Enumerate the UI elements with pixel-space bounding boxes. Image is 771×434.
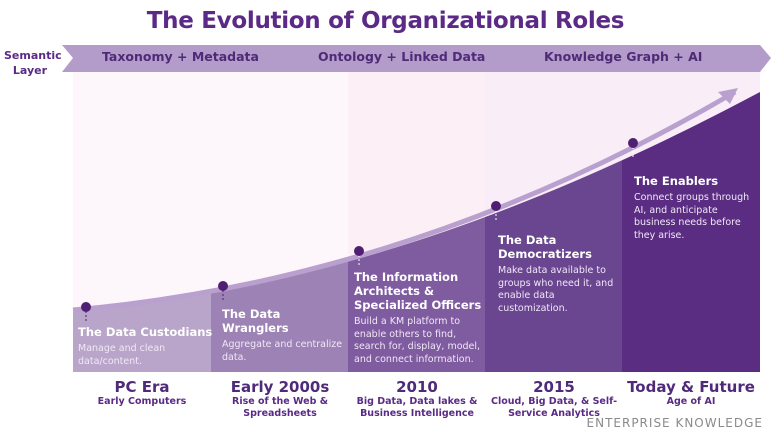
era-desc: Cloud, Big Data, & Self-Service Analytic… xyxy=(490,396,618,419)
era-pc: PC Era Early Computers xyxy=(73,378,211,408)
era-today: Today & Future Age of AI xyxy=(622,378,760,408)
era-desc: Early Computers xyxy=(97,396,187,407)
era-name: Early 2000s xyxy=(230,378,330,396)
milestone-dot xyxy=(354,246,364,256)
era-2010: 2010 Big Data, Data lakes & Business Inte… xyxy=(348,378,486,420)
milestone-dot xyxy=(491,201,501,211)
role-desc: Manage and clean data/content. xyxy=(78,343,166,367)
role-data-democratizers: The Data Democratizers Make data availabl… xyxy=(498,233,620,315)
role-data-wranglers: The Data Wranglers Aggregate and centrali… xyxy=(222,307,347,364)
semantic-layer-label: Semantic Layer xyxy=(4,48,62,78)
milestone-dot xyxy=(81,302,91,312)
era-desc: Age of AI xyxy=(666,396,716,407)
page-title: The Evolution of Organizational Roles xyxy=(146,8,625,34)
band-ontology: Ontology + Linked Data xyxy=(318,49,486,64)
role-desc: Aggregate and centralize data. xyxy=(222,339,343,363)
role-data-custodians: The Data Custodians Manage and clean data… xyxy=(78,325,213,368)
era-name: Today & Future xyxy=(627,378,755,396)
role-title: The Data Wranglers xyxy=(222,307,289,335)
milestone-dot xyxy=(218,281,228,291)
role-title: The Enablers xyxy=(634,174,719,188)
era-name: PC Era xyxy=(114,378,170,396)
band-taxonomy: Taxonomy + Metadata xyxy=(102,49,259,64)
role-information-architects: The Information Architects & Specialized… xyxy=(354,270,486,366)
role-title: The Information Architects & Specialized… xyxy=(354,270,482,312)
era-name: 2015 xyxy=(533,378,575,396)
role-title: The Data Democratizers xyxy=(498,233,592,261)
band-knowledge-graph: Knowledge Graph + AI xyxy=(544,49,703,64)
role-desc: Connect groups through AI, and anticipat… xyxy=(634,192,750,241)
growth-curve xyxy=(72,89,737,313)
arrow-head-icon xyxy=(718,88,738,104)
era-name: 2010 xyxy=(396,378,438,396)
role-enablers: The Enablers Connect groups through AI, a… xyxy=(634,174,752,242)
label-line: Semantic xyxy=(4,49,62,62)
label-line: Layer xyxy=(12,64,48,77)
era-early-2000s: Early 2000s Rise of the Web & Spreadsheet… xyxy=(211,378,349,420)
milestone-dot xyxy=(628,138,638,148)
era-desc: Big Data, Data lakes & Business Intellig… xyxy=(356,396,478,419)
semantic-layer-band xyxy=(62,45,771,72)
era-2015: 2015 Cloud, Big Data, & Self-Service Anal… xyxy=(485,378,623,420)
role-desc: Make data available to groups who need i… xyxy=(498,265,614,314)
era-desc: Rise of the Web & Spreadsheets xyxy=(232,396,328,419)
role-title: The Data Custodians xyxy=(78,325,213,339)
brand-logo: ENTERPRISE KNOWLEDGE xyxy=(586,416,763,430)
role-desc: Build a KM platform to enable others to … xyxy=(354,316,481,365)
